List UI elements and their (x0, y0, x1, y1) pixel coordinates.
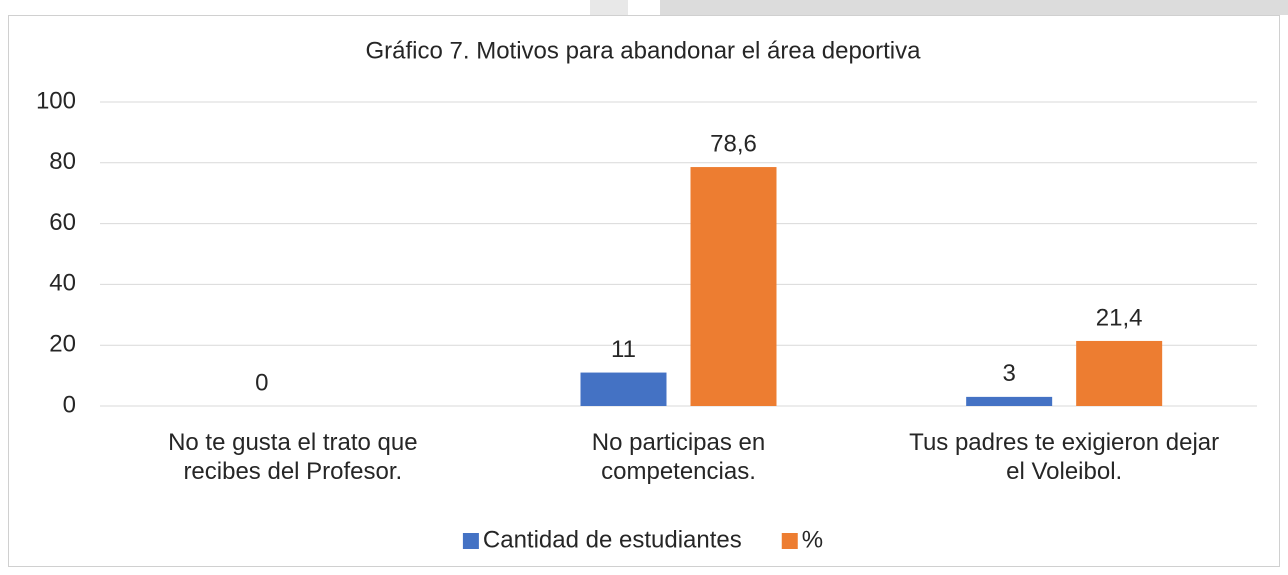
legend-swatch (462, 533, 479, 549)
data-label: 3 (1002, 360, 1015, 387)
data-label: 21,4 (1096, 304, 1143, 331)
legend-label: Cantidad de estudiantes (483, 526, 742, 553)
chart-border (8, 15, 1280, 567)
y-tick-label: 40 (49, 270, 76, 297)
data-label: 11 (611, 336, 636, 363)
x-tick-label: Tus padres te exigieron dejar el Voleibo… (909, 429, 1220, 485)
y-tick-label: 0 (63, 391, 76, 418)
bar (1076, 340, 1163, 406)
y-tick-label: 80 (49, 148, 76, 175)
bar (580, 372, 667, 406)
y-tick-label: 100 (36, 87, 76, 114)
data-label: 0 (255, 369, 268, 396)
x-tick-label: No te gusta el trato que recibes del Pro… (168, 429, 418, 485)
legend-swatch (781, 533, 798, 549)
bar (690, 167, 777, 406)
data-label: 78,6 (710, 130, 757, 157)
background-strip (590, 0, 628, 15)
legend-label: % (802, 526, 823, 553)
y-tick-label: 20 (49, 331, 76, 358)
background-strip (660, 0, 1288, 15)
bar (966, 396, 1053, 406)
y-tick-label: 60 (49, 209, 76, 236)
chart-title: Gráfico 7. Motivos para abandonar el áre… (366, 37, 922, 64)
x-tick-label: No participas en competencias. (591, 429, 766, 485)
